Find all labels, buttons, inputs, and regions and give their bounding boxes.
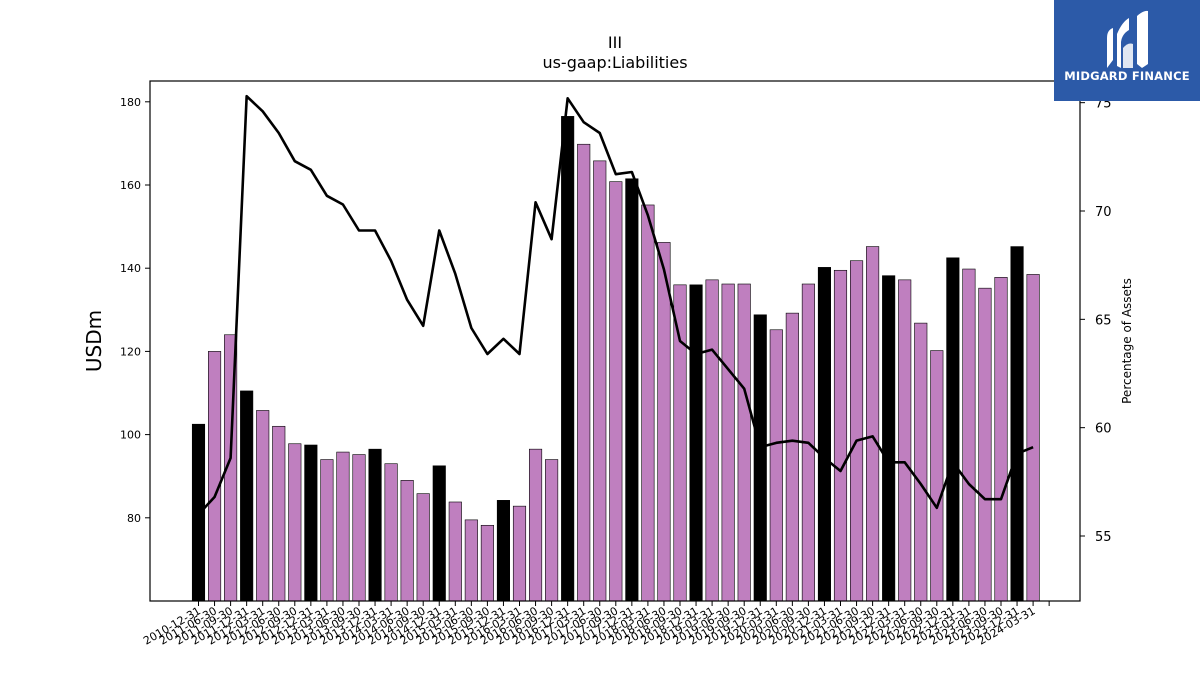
y-tick-label: 100 — [120, 429, 141, 442]
bar — [352, 454, 366, 602]
y-tick-label: 160 — [120, 179, 141, 192]
x-axis: 2010-12-312011-06-302011-09-302011-12-31… — [141, 601, 1050, 648]
bar — [545, 459, 559, 602]
bar — [721, 283, 735, 602]
bar — [240, 390, 254, 602]
bar — [849, 260, 864, 602]
bar — [448, 501, 462, 602]
bar — [946, 257, 960, 602]
y-tick-label: 80 — [127, 512, 141, 525]
y2-tick-label: 60 — [1095, 422, 1112, 437]
bar — [400, 480, 414, 602]
bar — [641, 204, 655, 602]
bar — [673, 284, 687, 602]
y-tick-label: 180 — [120, 96, 141, 109]
plot-frame — [149, 80, 1081, 602]
bar — [368, 448, 382, 602]
bar — [577, 143, 591, 602]
bar — [1026, 274, 1040, 602]
bar — [866, 246, 880, 602]
bar — [705, 279, 719, 602]
bar-group — [191, 116, 1040, 602]
bar — [480, 524, 494, 602]
y2-tick-label: 65 — [1095, 313, 1112, 328]
brand-logo: MIDGARD FINANCE — [1054, 0, 1200, 101]
series-line — [197, 94, 1034, 516]
y2-axis-label: Percentage of Assets — [1120, 278, 1134, 404]
bar — [336, 451, 350, 602]
bar — [256, 410, 270, 602]
bar — [1010, 246, 1024, 602]
bar — [432, 465, 446, 602]
bar — [689, 284, 703, 602]
logo-mark-icon — [1107, 10, 1148, 68]
bar — [914, 322, 928, 602]
bar — [304, 444, 318, 602]
y-axis: 80 100 120 140 160 180 — [120, 96, 150, 525]
bar — [898, 279, 912, 602]
bar — [609, 181, 623, 602]
bar — [994, 277, 1008, 602]
y2-tick-label: 55 — [1095, 530, 1112, 545]
bar — [272, 425, 286, 602]
bar — [625, 178, 639, 602]
logo-text: MIDGARD FINANCE — [1064, 69, 1190, 83]
bar — [496, 500, 511, 602]
bar — [320, 459, 334, 602]
chart-subtitle: us-gaap:Liabilities — [542, 53, 687, 72]
bar — [384, 463, 398, 602]
bar — [882, 275, 896, 602]
y-axis-label: USDm — [82, 310, 106, 372]
bar — [737, 283, 751, 602]
y-tick-label: 120 — [120, 345, 141, 358]
bar — [416, 493, 430, 602]
bar — [561, 116, 575, 602]
bar — [817, 267, 832, 602]
bar — [833, 269, 848, 602]
line-group — [197, 94, 1034, 516]
bar — [962, 268, 976, 602]
chart-title: III — [608, 33, 622, 52]
bar — [978, 287, 992, 602]
bar — [593, 160, 607, 602]
y-tick-label: 140 — [120, 262, 141, 275]
bar — [208, 351, 222, 602]
bar — [657, 242, 671, 602]
bar — [753, 314, 767, 602]
bar — [769, 329, 783, 602]
bar — [930, 350, 944, 602]
bar — [464, 519, 478, 602]
bar — [785, 312, 799, 602]
bar — [528, 448, 543, 602]
bar — [512, 505, 527, 602]
bar — [288, 443, 302, 602]
y2-tick-label: 70 — [1095, 205, 1112, 220]
